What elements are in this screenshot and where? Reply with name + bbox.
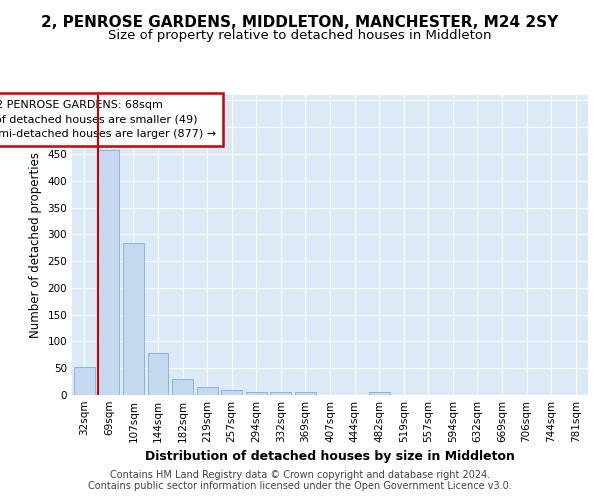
Text: Size of property relative to detached houses in Middleton: Size of property relative to detached ho…	[108, 28, 492, 42]
Bar	[368, 392, 389, 395]
Bar	[98, 150, 119, 395]
Bar	[74, 367, 95, 395]
Text: Contains HM Land Registry data © Crown copyright and database right 2024.: Contains HM Land Registry data © Crown c…	[110, 470, 490, 480]
Bar	[123, 244, 144, 395]
Bar	[172, 379, 193, 395]
Bar	[148, 353, 169, 395]
Bar	[295, 392, 316, 395]
X-axis label: Distribution of detached houses by size in Middleton: Distribution of detached houses by size …	[145, 450, 515, 464]
Bar	[197, 387, 218, 395]
Text: 2, PENROSE GARDENS, MIDDLETON, MANCHESTER, M24 2SY: 2, PENROSE GARDENS, MIDDLETON, MANCHESTE…	[41, 15, 559, 30]
Bar	[221, 390, 242, 395]
Text: 2 PENROSE GARDENS: 68sqm
← 5% of detached houses are smaller (49)
95% of semi-de: 2 PENROSE GARDENS: 68sqm ← 5% of detache…	[0, 100, 217, 139]
Bar	[271, 392, 292, 395]
Bar	[246, 392, 267, 395]
Text: Contains public sector information licensed under the Open Government Licence v3: Contains public sector information licen…	[88, 481, 512, 491]
Y-axis label: Number of detached properties: Number of detached properties	[29, 152, 42, 338]
